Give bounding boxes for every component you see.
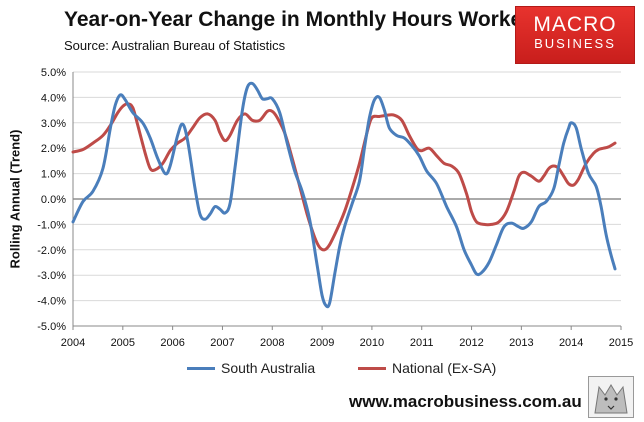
legend-swatch-south-australia — [187, 366, 215, 370]
y-tick-label: -3.0% — [37, 270, 66, 282]
x-tick-label: 2009 — [310, 337, 334, 349]
x-tick-label: 2007 — [210, 337, 234, 349]
x-tick-label: 2005 — [111, 337, 135, 349]
x-tick-label: 2015 — [609, 337, 633, 349]
x-tick-label: 2010 — [360, 337, 384, 349]
y-tick-label: 0.0% — [41, 194, 66, 206]
y-tick-label: -5.0% — [37, 321, 66, 333]
x-tick-label: 2004 — [61, 337, 85, 349]
y-tick-label: -4.0% — [37, 296, 66, 308]
legend-swatch-national — [358, 366, 386, 370]
series-line-national — [71, 102, 617, 252]
x-tick-label: 2008 — [260, 337, 284, 349]
legend-label-south-australia: South Australia — [221, 360, 316, 376]
y-tick-label: -1.0% — [37, 219, 66, 231]
x-tick-label: 2014 — [559, 337, 583, 349]
y-tick-label: 3.0% — [41, 118, 66, 130]
x-tick-label: 2011 — [410, 337, 434, 349]
chart-legend: South Australia National (Ex-SA) — [0, 360, 644, 380]
logo-line-1: MACRO — [533, 13, 617, 36]
y-tick-label: 4.0% — [41, 92, 66, 104]
legend-item-south-australia: South Australia — [187, 360, 315, 376]
wolf-mascot-image — [588, 376, 634, 418]
x-tick-label: 2006 — [160, 337, 184, 349]
series-line-south-australia — [71, 81, 617, 309]
chart-source: Source: Australian Bureau of Statistics — [64, 38, 286, 53]
y-tick-label: 1.0% — [41, 169, 66, 181]
y-tick-label: 5.0% — [41, 67, 66, 79]
website-url[interactable]: www.macrobusiness.com.au — [349, 392, 582, 411]
chart-title: Year-on-Year Change in Monthly Hours Wor… — [64, 8, 536, 31]
y-tick-label: 2.0% — [41, 143, 66, 155]
macrobusiness-logo: MACRO BUSINESS — [515, 6, 635, 64]
legend-item-national: National (Ex-SA) — [358, 360, 496, 376]
legend-label-national: National (Ex-SA) — [392, 360, 497, 376]
y-tick-label: -2.0% — [37, 245, 66, 257]
logo-line-2: BUSINESS — [534, 36, 616, 51]
x-tick-label: 2013 — [509, 337, 533, 349]
x-tick-label: 2012 — [459, 337, 483, 349]
